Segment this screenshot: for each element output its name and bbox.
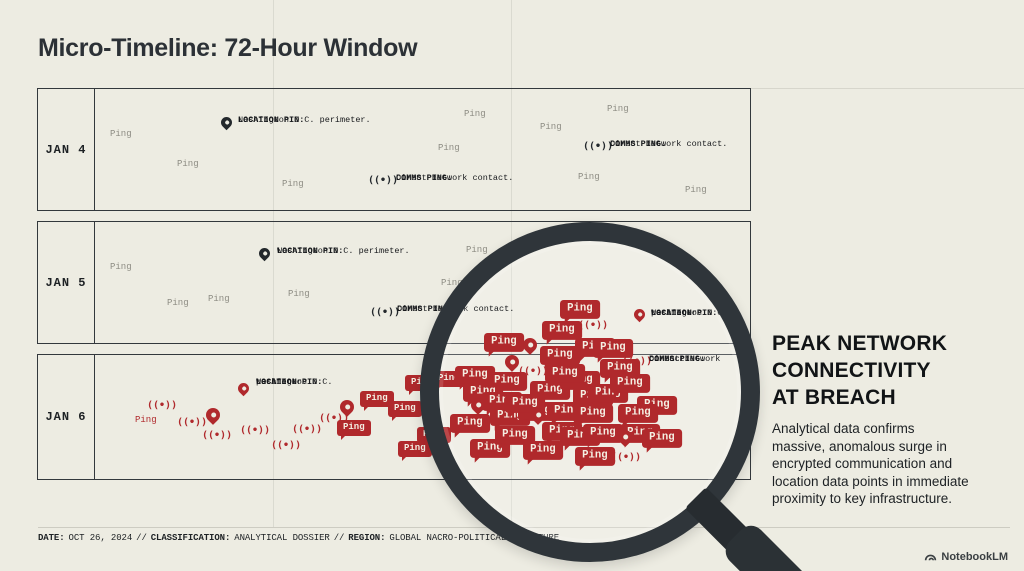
footer-metadata: DATE: OCT 26, 2024//CLASSIFICATION: ANALYT… xyxy=(38,533,563,543)
footer-segment: REGION: xyxy=(348,533,386,543)
footer-segment: // xyxy=(333,533,345,543)
footer-segment: OCT 26, 2024 xyxy=(68,533,133,543)
brand-name: NotebookLM xyxy=(941,550,1008,563)
timeline-row-jan5: JAN 5 xyxy=(37,221,751,344)
page-title: Micro-Timeline: 72-Hour Window xyxy=(38,34,418,62)
peak-network-callout: PEAK NETWORK CONNECTIVITY AT BREACH Anal… xyxy=(772,330,1017,508)
row-label: JAN 4 xyxy=(45,142,87,157)
gridline-vertical xyxy=(273,0,274,527)
row-label: JAN 6 xyxy=(45,410,87,424)
footer-segment: DATE: xyxy=(38,533,65,543)
row-label: JAN 5 xyxy=(45,275,87,290)
footer-segment: CLASSIFICATION: xyxy=(150,533,231,543)
footer-segment: ANALYTICAL DOSSIER xyxy=(234,533,330,543)
callout-body: Analytical data confirms massive, anomal… xyxy=(772,421,969,506)
footer-segment: // xyxy=(136,533,147,543)
row-label-cell: JAN 6 xyxy=(38,355,95,479)
row-label-cell: JAN 5 xyxy=(38,222,95,343)
notebooklm-icon xyxy=(925,554,937,561)
callout-heading: PEAK NETWORK CONNECTIVITY AT BREACH xyxy=(772,332,948,409)
gridline-horizontal xyxy=(751,88,1024,89)
brand: NotebookLM xyxy=(924,550,1008,563)
footer-segment: GLOBAL NACRO-POLITICAL STRUCTURE xyxy=(389,533,560,543)
timeline-row-jan4: JAN 4 xyxy=(37,88,751,211)
row-label-cell: JAN 4 xyxy=(38,89,95,210)
